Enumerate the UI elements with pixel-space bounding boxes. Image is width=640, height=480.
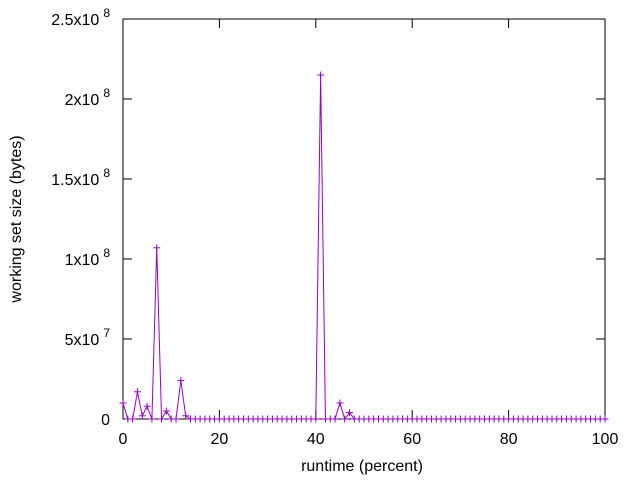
y-tick-exponent: 7 [103,326,110,340]
data-point [129,415,137,423]
y-tick-exponent: 8 [103,246,110,260]
y-tick-label: 0 [101,412,110,429]
data-point [346,409,354,417]
data-point [336,399,344,407]
data-point [153,244,161,252]
x-tick-label: 40 [307,431,325,448]
plot-frame [122,18,606,420]
data-point [312,415,320,423]
data-point [177,377,185,385]
series-layer [119,71,609,423]
data-point [162,407,170,415]
data-point [341,415,349,423]
data-point [317,71,325,79]
y-tick-mantissa: 2.5x10 [51,12,99,29]
x-axis-label: runtime (percent) [301,458,423,475]
data-point [182,412,190,420]
x-tick-label: 60 [403,431,421,448]
data-point [138,412,146,420]
data-point [331,415,339,423]
y-tick-mantissa: 1.5x10 [51,172,99,189]
x-tick-label: 80 [500,431,518,448]
y-axis-label: working set size (bytes) [8,135,25,303]
y-tick-label: 1x10 8 [65,246,111,269]
y-tick-exponent: 8 [103,6,110,20]
y-tick-mantissa: 5x10 [65,332,100,349]
data-point [148,415,156,423]
series-line [122,74,605,421]
y-tick-label: 1.5x10 8 [51,166,110,189]
x-tick-label: 100 [592,431,619,448]
y-tick-label: 2.5x10 8 [51,6,110,29]
y-tick-mantissa: 0 [101,412,110,429]
data-point [601,415,609,423]
y-tick-exponent: 8 [103,86,110,100]
x-tick-label: 0 [119,431,128,448]
x-axis-ticks: 0 20 40 60 80 100 [119,19,619,448]
data-point [119,399,127,407]
y-tick-exponent: 8 [103,166,110,180]
data-point [158,415,166,423]
data-point [133,388,141,396]
data-point [172,415,180,423]
x-tick-label: 20 [211,431,229,448]
y-tick-label: 5x10 7 [65,326,111,349]
y-tick-mantissa: 1x10 [65,252,100,269]
data-point [143,402,151,410]
y-tick-label: 2x10 8 [65,86,111,109]
y-tick-mantissa: 2x10 [65,92,100,109]
